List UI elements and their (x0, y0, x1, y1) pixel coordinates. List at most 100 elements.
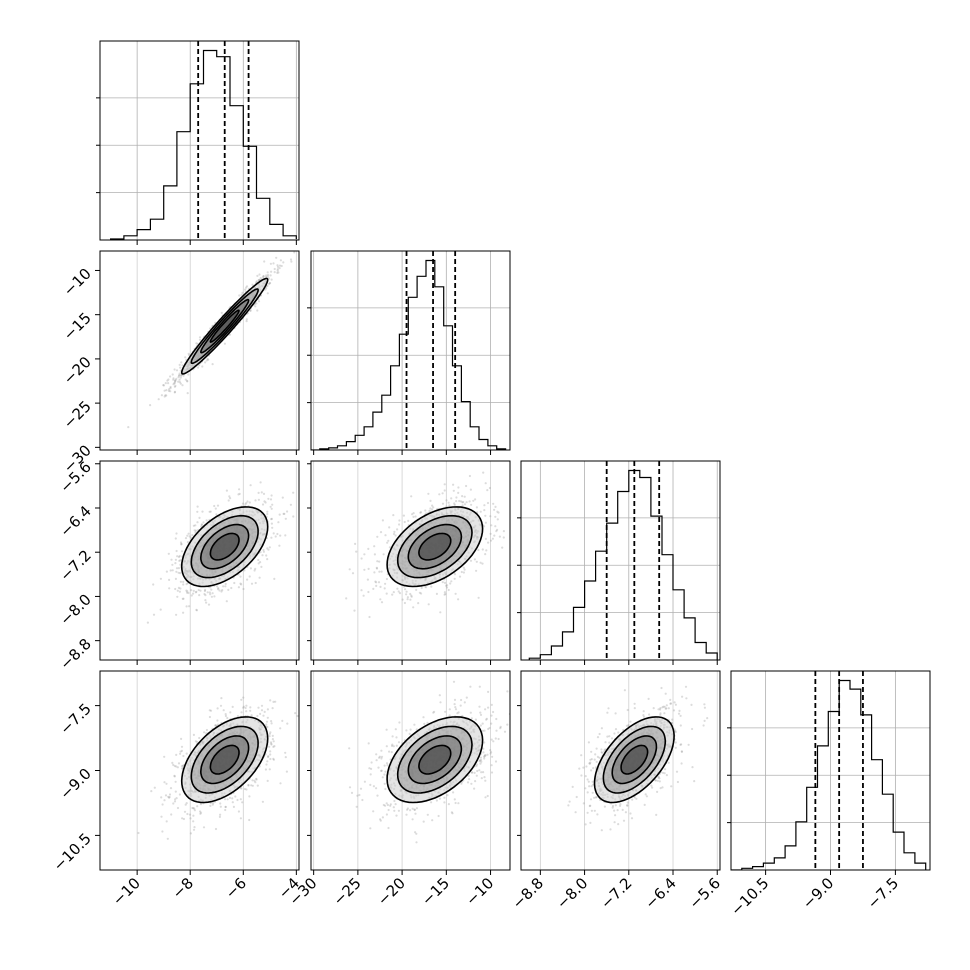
scatter-point (483, 741, 486, 744)
scatter-point (209, 510, 212, 513)
scatter-point (259, 551, 262, 554)
scatter-point (163, 799, 166, 802)
scatter-point (355, 805, 358, 808)
scatter-point (363, 780, 366, 783)
scatter-point (468, 474, 471, 478)
scatter-point (168, 578, 171, 582)
scatter-point (270, 522, 273, 525)
scatter-point (271, 707, 274, 710)
scatter-point (178, 381, 181, 384)
scatter-point (240, 293, 243, 296)
scatter-point (348, 568, 351, 571)
scatter-point (294, 712, 297, 715)
scatter-point (262, 275, 265, 278)
scatter-point (272, 700, 275, 704)
scatter-point (237, 586, 240, 589)
scatter-point (254, 567, 257, 571)
scatter-point (184, 356, 187, 359)
contour-line (190, 514, 259, 579)
scatter-point (402, 514, 405, 517)
scatter-point (468, 500, 471, 503)
scatter-point (241, 502, 245, 505)
scatter-point (487, 727, 490, 731)
scatter-point (178, 374, 181, 377)
scatter-point (199, 811, 203, 814)
scatter-point (454, 706, 457, 709)
scatter-point (443, 483, 446, 486)
scatter-point (203, 731, 206, 734)
scatter-point (424, 509, 427, 512)
contour-line (199, 523, 250, 570)
scatter-point (232, 805, 235, 809)
scatter-point (238, 488, 241, 491)
scatter-point (184, 378, 187, 381)
scatter-point (469, 559, 473, 562)
scatter-point (195, 342, 198, 345)
scatter-point (174, 798, 177, 801)
scatter-point (475, 560, 478, 563)
scatter-point (398, 592, 402, 595)
scatter-point (186, 380, 189, 383)
scatter-point (360, 589, 363, 592)
scatter-point (178, 372, 181, 375)
scatter-point (406, 808, 409, 811)
scatter-point (270, 517, 273, 521)
scatter-point (475, 569, 478, 572)
scatter-point (463, 503, 467, 506)
scatter-point (185, 583, 188, 586)
scatter-point (191, 806, 194, 810)
scatter-point (453, 502, 456, 505)
scatter-point (427, 603, 430, 606)
scatter-point (253, 779, 256, 782)
scatter-point (266, 716, 269, 719)
scatter-point (247, 784, 250, 787)
scatter-point (429, 499, 432, 502)
scatter-point (159, 577, 162, 580)
scatter-point (263, 260, 266, 263)
scatter-point (410, 594, 413, 597)
scatter-point (173, 368, 176, 371)
scatter-point (166, 837, 169, 840)
scatter-point (157, 398, 160, 401)
scatter-point (375, 566, 378, 570)
scatter-point (161, 830, 164, 833)
scatter-point (257, 706, 260, 709)
scatter-point (174, 379, 177, 382)
scatter-point (214, 827, 218, 831)
scatter-point (224, 585, 227, 588)
scatter-point (175, 765, 178, 768)
scatter-point (481, 562, 484, 565)
scatter-point (273, 271, 276, 274)
scatter-point (227, 499, 230, 502)
scatter-point (173, 390, 177, 393)
axes-frame (99, 460, 300, 661)
scatter-point (444, 592, 447, 596)
scatter-point (254, 581, 257, 585)
axes-frame (99, 40, 300, 241)
scatter-point (192, 592, 195, 595)
scatter-point (388, 750, 391, 753)
scatter-point (379, 531, 383, 534)
scatter-point (240, 711, 243, 714)
scatter-point (172, 378, 175, 381)
scatter-point (376, 535, 379, 538)
scatter-point (266, 547, 269, 550)
scatter-point (211, 803, 214, 806)
scatter-point (378, 570, 381, 573)
scatter-point (401, 598, 404, 601)
scatter-point (219, 813, 222, 816)
scatter-point (173, 775, 176, 778)
scatter-point (211, 363, 214, 366)
scatter-point (176, 766, 179, 769)
scatter-point (269, 699, 272, 702)
scatter-point (202, 826, 206, 829)
scatter-point (412, 515, 415, 519)
scatter-point (167, 389, 170, 392)
scatter-point (167, 382, 170, 385)
scatter-point (441, 581, 444, 584)
scatter-point (409, 592, 412, 596)
scatter-point (279, 534, 282, 537)
panel-content (521, 461, 720, 660)
scatter-point (248, 818, 251, 822)
scatter-point (493, 508, 496, 511)
